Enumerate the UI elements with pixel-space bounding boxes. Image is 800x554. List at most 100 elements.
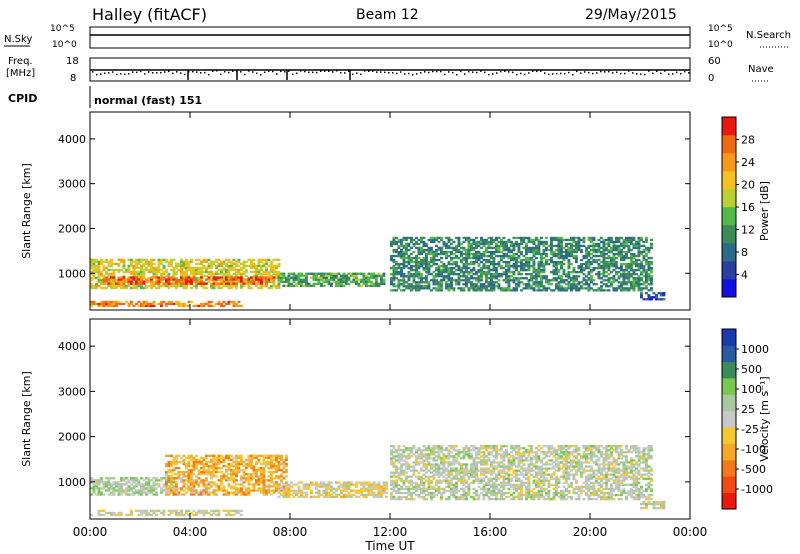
echo-cell [325,489,328,492]
echo-cell [162,284,166,288]
echo-cell [202,258,206,261]
echo-cell [405,246,408,250]
echo-cell [260,264,263,268]
echo-cell [190,282,193,285]
echo-cell [235,511,238,515]
echo-cell [230,469,233,472]
echo-cell [172,270,176,274]
echo-cell [90,276,93,280]
echo-cell [452,489,456,493]
echo-cell [580,281,583,284]
nave-dot [216,70,218,72]
echo-cell [492,265,496,268]
nave-dot [272,70,274,73]
echo-cell [372,483,376,486]
echo-cell [172,509,176,512]
echo-cell [390,453,393,456]
echo-cell [440,252,443,256]
echo-cell [167,513,171,517]
echo-cell [340,278,343,281]
echo-cell [137,280,141,283]
echo-cell [242,493,246,496]
echo-cell [412,485,416,488]
echo-cell [532,275,536,278]
echo-cell [435,248,438,252]
echo-cell [572,244,576,248]
echo-cell [335,495,338,498]
nave-dot [168,70,170,73]
echo-cell [432,457,436,460]
echo-cell [480,242,483,246]
echo-cell [120,483,123,486]
echo-cell [412,281,416,284]
echo-cell [215,483,218,486]
echo-cell [420,495,423,499]
echo-cell [267,479,271,482]
echo-cell [405,498,408,501]
echo-cell [197,471,201,474]
echo-cell [195,481,198,484]
echo-cell [190,493,193,496]
echo-cell [150,485,153,488]
echo-cell [532,265,536,268]
echo-cell [240,489,243,492]
echo-cell [447,240,451,244]
echo-cell [390,487,393,491]
echo-cell [142,479,146,482]
echo-cell [392,271,396,274]
echo-cell [565,275,568,278]
echo-cell [615,246,618,250]
echo-cell [522,287,526,290]
echo-cell [600,289,603,292]
echo-cell [180,284,183,288]
echo-cell [422,487,426,491]
echo-cell [497,283,501,286]
echo-cell [562,254,566,258]
echo-cell [267,471,271,474]
echo-cell [120,485,123,488]
echo-cell [455,265,458,268]
echo-cell [102,266,106,270]
echo-cell [240,272,243,276]
echo-cell [540,254,543,258]
echo-cell [305,284,308,287]
echo-cell [370,487,373,490]
echo-cell [337,278,341,281]
echo-cell [627,281,631,284]
echo-cell [430,273,433,276]
echo-cell [557,250,561,254]
echo-cell [195,491,198,494]
echo-cell [210,491,213,494]
echo-cell [167,284,171,288]
echo-cell [452,459,456,462]
echo-cell [230,268,233,272]
echo-cell [655,298,658,301]
echo-cell [405,461,408,464]
echo-cell [160,302,163,306]
echo-cell [215,485,218,488]
echo-cell [205,270,208,274]
echo-cell [425,287,428,290]
echo-cell [150,268,153,272]
echo-cell [262,483,266,486]
echo-cell [317,276,321,279]
echo-cell [482,265,486,268]
echo-cell [325,276,328,279]
echo-cell [520,240,523,244]
echo-cell [262,270,266,274]
echo-cell [232,460,236,464]
echo-cell [145,304,148,308]
echo-cell [237,467,241,470]
echo-cell [135,483,138,486]
echo-cell [437,271,441,274]
echo-cell [92,300,96,304]
echo-cell [127,276,131,279]
echo-cell [582,269,586,272]
echo-cell [620,283,623,286]
echo-cell [175,513,178,517]
echo-cell [575,244,578,248]
echo-cell [297,485,301,488]
echo-cell [432,281,436,284]
echo-cell [410,481,413,484]
echo-cell [145,258,148,261]
